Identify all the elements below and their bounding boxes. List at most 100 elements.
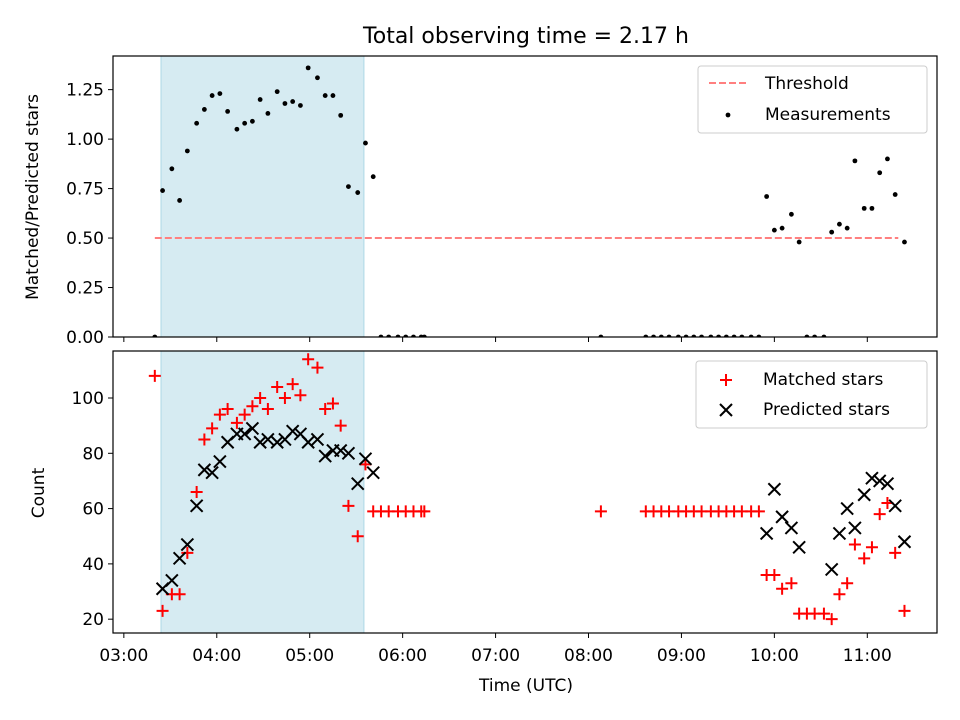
data-point: [254, 392, 267, 404]
data-point: [330, 93, 336, 98]
data-point: [246, 400, 259, 413]
data-point: [305, 65, 311, 71]
data-point: [346, 184, 351, 190]
y-tick-label: 0.25: [66, 279, 104, 299]
data-point: [206, 422, 219, 435]
data-point: [334, 419, 347, 432]
data-point: [366, 465, 380, 480]
data-point: [253, 435, 267, 449]
data-point: [342, 499, 355, 512]
data-point: [181, 546, 194, 559]
data-point: [294, 389, 307, 402]
data-point: [824, 562, 839, 577]
data-point: [594, 505, 607, 518]
data-point: [315, 75, 320, 81]
data-point: [829, 229, 835, 235]
data-point: [298, 103, 303, 108]
data-point: [148, 369, 161, 382]
data-point: [311, 361, 324, 374]
data-point: [184, 148, 190, 154]
data-point: [833, 588, 846, 601]
legend-predicted-marker: [719, 403, 733, 417]
data-point: [888, 499, 902, 513]
data-point: [869, 205, 875, 211]
data-point: [156, 604, 169, 617]
y-tick-label: 0.75: [66, 180, 104, 200]
data-point: [832, 526, 847, 541]
data-point: [768, 568, 781, 581]
data-point: [771, 227, 777, 233]
data-point: [209, 93, 215, 98]
data-point: [779, 225, 785, 231]
data-point: [877, 170, 883, 176]
bottom-axes-frame: [112, 350, 938, 634]
data-point: [775, 510, 789, 524]
data-point: [759, 526, 774, 541]
data-point: [865, 471, 879, 485]
data-point: [177, 198, 183, 203]
data-point: [841, 577, 854, 590]
data-point: [205, 465, 219, 480]
legend-predicted-label: Predicted stars: [763, 400, 890, 420]
legend-matched-marker: [720, 374, 732, 386]
data-point: [194, 120, 200, 126]
data-point: [310, 432, 325, 447]
data-point: [265, 110, 271, 116]
x-tick-label: 03:00: [99, 646, 148, 666]
legend-measurements-label: Measurements: [765, 105, 891, 125]
data-point: [290, 99, 296, 104]
bottom-y-axis-label: Count: [29, 467, 49, 518]
y-tick-label: 100: [72, 389, 104, 409]
data-point: [190, 486, 203, 498]
data-point: [885, 156, 890, 162]
data-point: [858, 552, 871, 565]
data-point: [333, 443, 348, 458]
data-point: [285, 424, 300, 438]
data-point: [865, 541, 878, 554]
data-point: [160, 188, 165, 193]
y-tick-label: 80: [82, 444, 104, 464]
predicted-stars-series: [155, 421, 912, 596]
data-point: [213, 454, 227, 469]
data-point: [861, 205, 867, 211]
x-tick-label: 09:00: [657, 646, 706, 666]
data-point: [351, 476, 365, 491]
data-point: [880, 476, 895, 491]
data-point: [902, 239, 907, 245]
x-axis-label: Time (UTC): [478, 676, 573, 696]
data-point: [825, 613, 838, 626]
data-point: [784, 521, 799, 535]
chart-title: Total observing time = 2.17 h: [362, 24, 689, 49]
data-point: [217, 91, 223, 96]
y-tick-label: 60: [82, 500, 104, 520]
data-point: [792, 540, 806, 555]
data-point: [359, 458, 372, 471]
y-tick-label: 1.00: [66, 130, 104, 150]
data-point: [278, 392, 291, 404]
data-point: [752, 505, 765, 518]
data-point: [319, 403, 332, 416]
data-point: [271, 380, 284, 393]
data-point: [817, 607, 830, 620]
data-point: [837, 221, 842, 227]
data-point: [301, 435, 315, 449]
data-point: [221, 403, 234, 416]
x-tick-label: 10:00: [750, 646, 799, 666]
data-point: [776, 582, 789, 595]
data-point: [418, 505, 431, 518]
data-point: [302, 353, 315, 366]
matched-stars-series: [148, 353, 911, 626]
y-tick-label: 0.50: [66, 229, 104, 249]
data-point: [274, 89, 280, 95]
data-point: [257, 97, 263, 102]
data-point: [261, 403, 274, 416]
data-point: [286, 378, 299, 391]
x-tick-label: 08:00: [564, 646, 613, 666]
data-point: [172, 551, 187, 566]
x-tick-label: 11:00: [843, 646, 892, 666]
data-point: [270, 435, 284, 449]
data-point: [852, 158, 858, 164]
data-point: [169, 166, 175, 172]
data-point: [165, 573, 179, 588]
data-point: [785, 577, 798, 590]
